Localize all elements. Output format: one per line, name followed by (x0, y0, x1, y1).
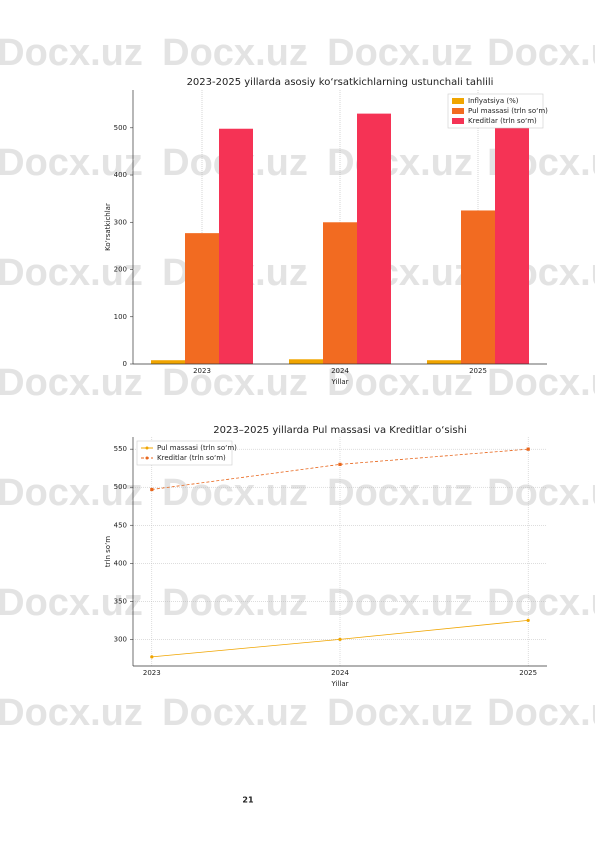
y-tick-label: 550 (114, 445, 127, 453)
y-tick-label: 400 (114, 559, 127, 567)
watermark: Docx.uz (327, 362, 473, 404)
y-tick-label: 300 (114, 635, 127, 643)
watermark: Docx.uz (0, 142, 143, 184)
legend-label: Inflyatsiya (%) (468, 97, 519, 105)
legend-swatch (452, 98, 464, 104)
y-tick-label: 500 (114, 124, 127, 132)
watermark: Docx.uz (0, 582, 143, 624)
point (526, 618, 530, 622)
legend-label: Kreditlar (trln so‘m) (468, 117, 537, 125)
bar (323, 222, 357, 364)
watermark: Docx.uz (162, 692, 308, 734)
watermark: Docx.uz (487, 692, 595, 734)
x-tick-label: 2023 (193, 367, 211, 375)
bar (151, 360, 185, 364)
bar (357, 113, 391, 364)
legend-marker (145, 446, 149, 450)
bar (185, 233, 219, 364)
y-tick-label: 500 (114, 483, 127, 491)
watermark: Docx.uz (487, 472, 595, 514)
y-tick-label: 350 (114, 597, 127, 605)
legend-marker (145, 456, 149, 460)
watermark: Docx.uz (327, 142, 473, 184)
watermark: Docx.uz (0, 252, 143, 294)
point (526, 447, 530, 451)
point (150, 655, 154, 659)
watermark: Docx.uz (487, 362, 595, 404)
point (338, 637, 342, 641)
x-tick-label: 2025 (469, 367, 487, 375)
watermark: Docx.uz (0, 32, 143, 74)
bar (427, 360, 461, 364)
legend-label: Pul massasi (trln so‘m) (468, 107, 548, 115)
y-axis-label: trln so‘m (104, 536, 112, 567)
watermark: Docx.uz (327, 32, 473, 74)
watermark: Docx.uz (0, 362, 143, 404)
y-tick-label: 0 (123, 360, 127, 368)
bar (461, 210, 495, 364)
y-tick-label: 200 (114, 266, 127, 274)
line (151, 448, 529, 490)
watermarks: Docx.uz Docx.uz Docx.uz Docx.uz Docx.uz Docx.… (0, 32, 595, 734)
x-axis-label: Yillar (330, 378, 348, 386)
bar (495, 104, 529, 364)
watermark: Docx.uz (327, 582, 473, 624)
chart-title: 2023–2025 yillarda Pul massasi va Kredit… (213, 425, 466, 436)
bar (289, 359, 323, 364)
watermark: Docx.uz (162, 362, 308, 404)
watermark: Docx.uz (162, 32, 308, 74)
watermark: Docx.uz (162, 582, 308, 624)
watermark: Docx.uz (327, 472, 473, 514)
x-tick-label: 2025 (519, 669, 537, 677)
chart-title: 2023-2025 yillarda asosiy ko‘rsatkichlar… (187, 77, 494, 88)
watermark: Docx.uz (327, 692, 473, 734)
watermark: Docx.uz (0, 472, 143, 514)
x-axis-label: Yillar (330, 680, 348, 688)
watermark: Docx.uz (487, 32, 595, 74)
y-tick-label: 100 (114, 313, 127, 321)
watermark: Docx.uz (162, 472, 308, 514)
legend-swatch (452, 108, 464, 114)
x-tick-label: 2024 (331, 669, 349, 677)
point (150, 487, 154, 492)
x-tick-label: 2024 (331, 367, 349, 375)
point (338, 462, 342, 466)
x-tick-label: 2023 (143, 669, 161, 677)
y-axis-label: Ko‘rsatkichlar (104, 203, 112, 251)
watermark: Docx.uz (487, 582, 595, 624)
watermark: Docx.uz (0, 692, 143, 734)
legend-box (136, 440, 233, 466)
legend-label: Kreditlar (trln so‘m) (157, 454, 226, 462)
legend-label: Pul massasi (trln so‘m) (157, 444, 237, 452)
page-number: 21 (242, 796, 254, 805)
y-tick-label: 300 (114, 218, 127, 226)
legend-swatch (452, 118, 464, 124)
y-tick-label: 400 (114, 171, 127, 179)
bar (219, 128, 253, 364)
y-tick-label: 450 (114, 521, 127, 529)
